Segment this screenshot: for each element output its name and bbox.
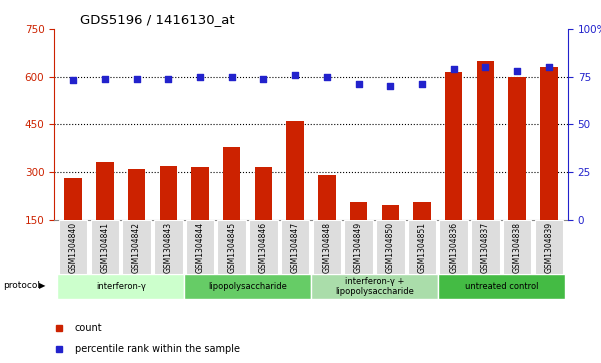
Bar — [122, 220, 151, 274]
Bar — [154, 220, 183, 274]
Bar — [344, 220, 373, 274]
Point — [132, 76, 141, 81]
Point — [417, 81, 427, 87]
Text: GSM1304851: GSM1304851 — [418, 222, 427, 273]
Point — [449, 66, 459, 72]
Bar — [439, 220, 468, 274]
Bar — [59, 220, 87, 274]
Point — [354, 81, 364, 87]
Bar — [376, 220, 404, 274]
Bar — [184, 274, 311, 299]
Text: GSM1304844: GSM1304844 — [195, 222, 204, 273]
Point — [227, 74, 237, 79]
Point — [544, 64, 554, 70]
Bar — [318, 175, 335, 220]
Point — [385, 83, 395, 89]
Text: count: count — [75, 323, 102, 333]
Point — [513, 68, 522, 74]
Text: GSM1304849: GSM1304849 — [354, 222, 363, 273]
Text: interferon-γ: interferon-γ — [96, 282, 145, 291]
Bar — [313, 220, 341, 274]
Point — [69, 78, 78, 83]
Text: GSM1304848: GSM1304848 — [322, 222, 331, 273]
Text: GSM1304850: GSM1304850 — [386, 222, 395, 273]
Bar — [91, 220, 119, 274]
Text: interferon-γ +
lipopolysaccharide: interferon-γ + lipopolysaccharide — [335, 277, 414, 297]
Text: lipopolysaccharide: lipopolysaccharide — [208, 282, 287, 291]
Bar — [413, 202, 431, 220]
Bar — [540, 67, 558, 220]
Text: GSM1304846: GSM1304846 — [259, 222, 268, 273]
Bar — [128, 169, 145, 220]
Point — [258, 76, 268, 81]
Bar — [255, 167, 272, 220]
Bar — [471, 220, 500, 274]
Point — [481, 64, 490, 70]
Bar — [382, 205, 399, 220]
Bar — [477, 61, 494, 220]
Bar — [223, 147, 240, 220]
Text: percentile rank within the sample: percentile rank within the sample — [75, 344, 240, 354]
Text: GSM1304843: GSM1304843 — [164, 222, 172, 273]
Point — [195, 74, 205, 79]
Bar — [503, 220, 531, 274]
Point — [322, 74, 332, 79]
Text: protocol: protocol — [3, 281, 40, 290]
Bar — [249, 220, 278, 274]
Bar — [57, 274, 184, 299]
Text: GSM1304839: GSM1304839 — [545, 222, 554, 273]
Bar — [64, 178, 82, 220]
Bar — [407, 220, 436, 274]
Point — [100, 76, 109, 81]
Text: GSM1304838: GSM1304838 — [513, 222, 522, 273]
Bar — [445, 72, 463, 220]
Text: GDS5196 / 1416130_at: GDS5196 / 1416130_at — [80, 13, 234, 26]
Bar — [535, 220, 563, 274]
Point — [290, 72, 300, 78]
Text: untreated control: untreated control — [465, 282, 538, 291]
Text: GSM1304840: GSM1304840 — [69, 222, 78, 273]
Bar — [287, 121, 304, 220]
Bar — [159, 166, 177, 220]
Bar — [438, 274, 565, 299]
Point — [163, 76, 173, 81]
Bar — [96, 162, 114, 220]
Text: GSM1304845: GSM1304845 — [227, 222, 236, 273]
Text: GSM1304836: GSM1304836 — [450, 222, 458, 273]
Bar — [350, 202, 367, 220]
Bar — [191, 167, 209, 220]
Text: GSM1304847: GSM1304847 — [291, 222, 300, 273]
Text: GSM1304837: GSM1304837 — [481, 222, 490, 273]
Text: ▶: ▶ — [39, 281, 46, 290]
Text: GSM1304841: GSM1304841 — [100, 222, 109, 273]
Bar — [218, 220, 246, 274]
Bar — [311, 274, 438, 299]
Bar — [281, 220, 310, 274]
Bar — [508, 77, 526, 220]
Text: GSM1304842: GSM1304842 — [132, 222, 141, 273]
Bar — [186, 220, 215, 274]
